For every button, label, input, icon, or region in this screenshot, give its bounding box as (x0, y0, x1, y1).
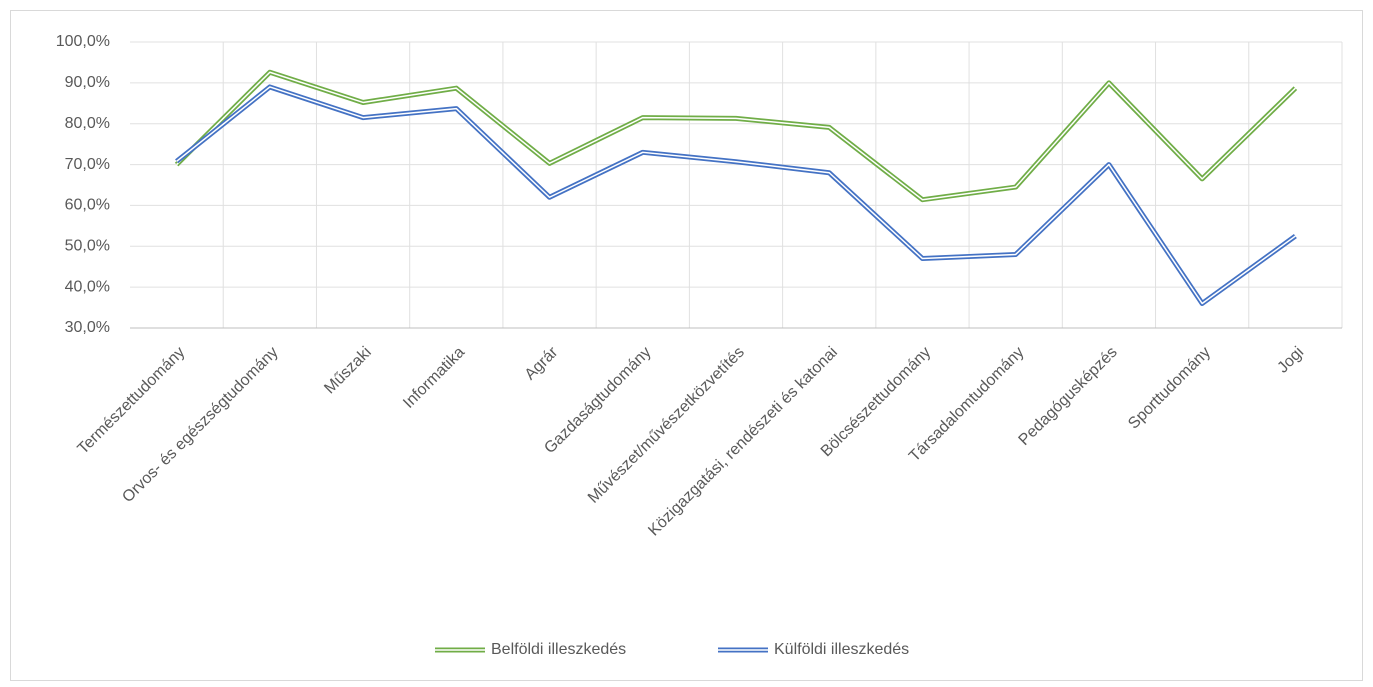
legend-label: Külföldi illeszkedés (774, 641, 909, 658)
y-tick-label: 60,0% (65, 197, 110, 214)
series-line-inner (176, 86, 1296, 305)
y-tick-label: 100,0% (56, 33, 110, 50)
y-tick-label: 50,0% (65, 238, 110, 255)
y-tick-label: 40,0% (65, 278, 110, 295)
legend-label: Belföldi illeszkedés (491, 641, 626, 658)
y-tick-label: 80,0% (65, 115, 110, 132)
y-tick-label: 90,0% (65, 74, 110, 91)
series-line-inner (176, 71, 1296, 201)
chart-border (10, 10, 1363, 681)
y-tick-label: 70,0% (65, 156, 110, 173)
y-tick-label: 30,0% (65, 319, 110, 336)
